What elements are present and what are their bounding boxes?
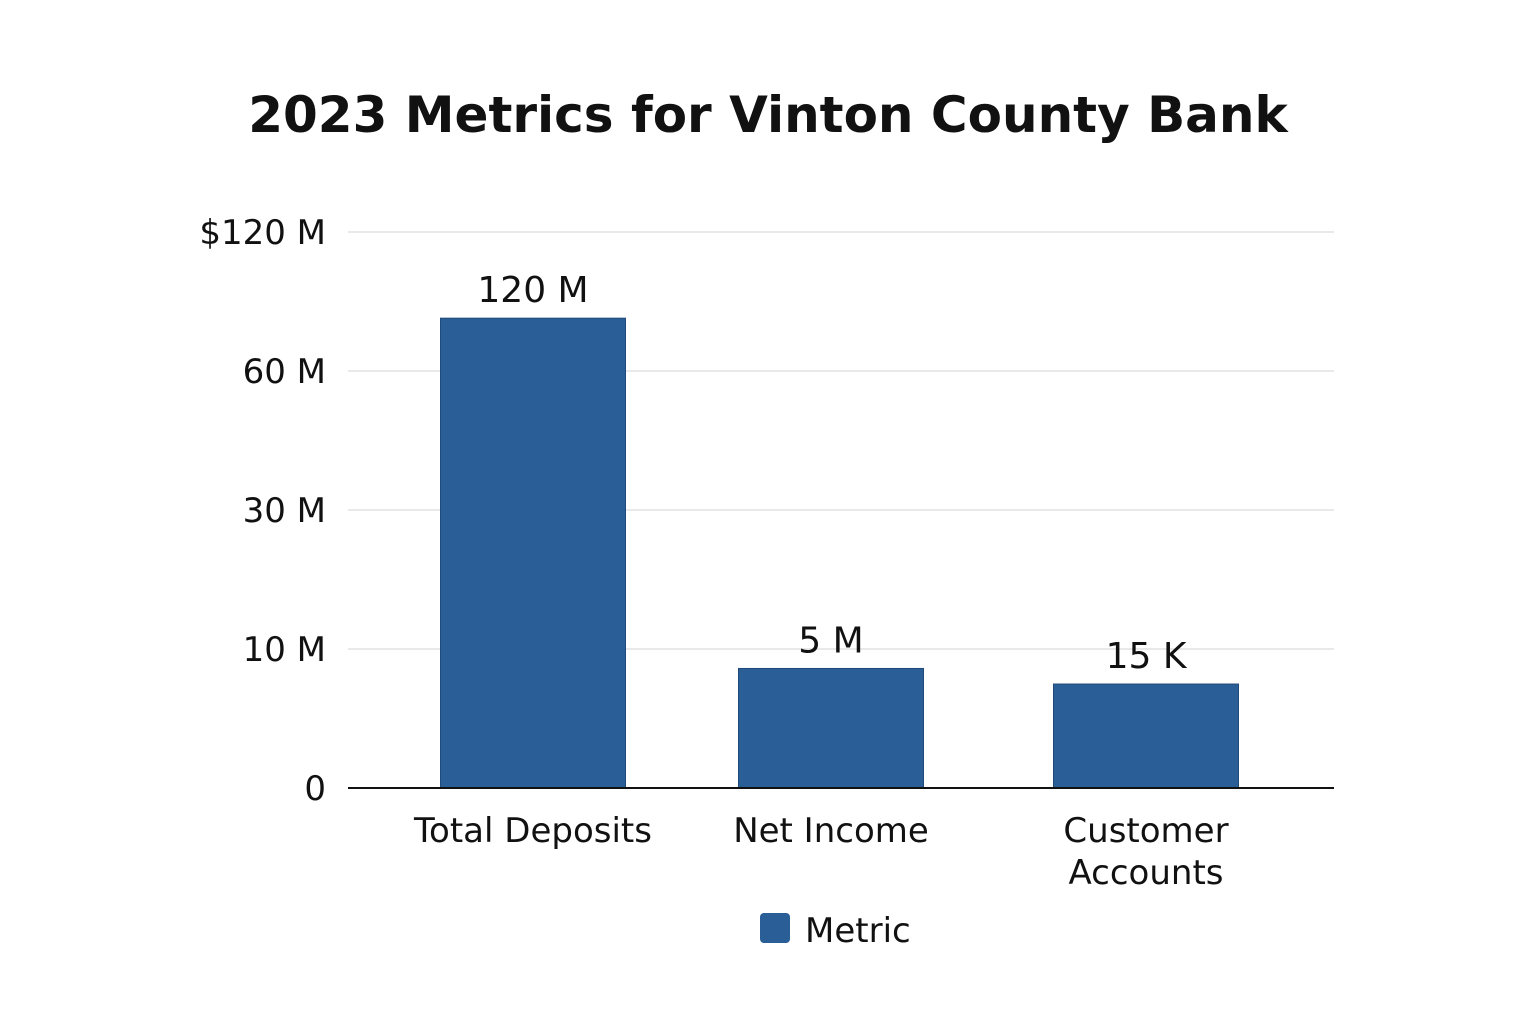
x-category-label: Total Deposits bbox=[413, 811, 652, 851]
bar bbox=[738, 667, 924, 789]
y-tick-label: 30 M bbox=[243, 491, 326, 531]
y-tick-label: 0 bbox=[304, 769, 326, 809]
legend-swatch bbox=[760, 913, 790, 943]
x-category-label: Net Income bbox=[733, 811, 929, 851]
chart-title: 2023 Metrics for Vinton County Bank bbox=[248, 86, 1289, 144]
y-axis-ticks: 0 10 M 30 M 60 M $120 M bbox=[199, 213, 326, 809]
data-labels: 120 M 5 M 15 K bbox=[477, 270, 1187, 677]
bar bbox=[440, 317, 626, 789]
y-tick-label: 10 M bbox=[243, 630, 326, 670]
bar bbox=[1053, 683, 1239, 789]
x-category-label: Accounts bbox=[1069, 853, 1224, 893]
bar-value-label: 5 M bbox=[798, 620, 863, 661]
bar-value-label: 15 K bbox=[1106, 636, 1188, 677]
y-tick-label: $120 M bbox=[199, 213, 326, 253]
legend: Metric bbox=[760, 911, 911, 951]
bar-series bbox=[440, 317, 1239, 789]
legend-label: Metric bbox=[805, 911, 911, 951]
x-category-label: Customer bbox=[1063, 811, 1228, 851]
y-tick-label: 60 M bbox=[243, 352, 326, 392]
bar-value-label: 120 M bbox=[477, 270, 588, 311]
